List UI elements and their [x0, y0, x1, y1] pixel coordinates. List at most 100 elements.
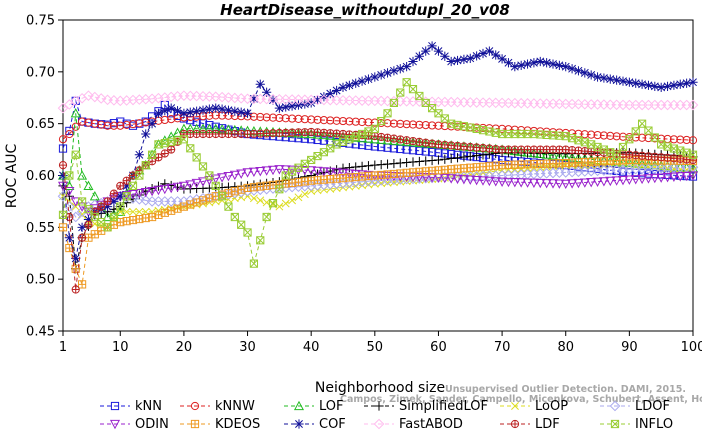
series-fastabod — [57, 90, 699, 114]
data-point-knnw — [357, 117, 367, 127]
data-point-cof — [516, 60, 526, 70]
data-point-fastabod — [687, 99, 699, 111]
data-point-knnw — [637, 133, 647, 142]
data-point-odin — [261, 166, 272, 176]
data-point-cof — [414, 51, 424, 61]
y-tick-label: 0.45 — [26, 325, 55, 340]
data-point-odin — [490, 177, 501, 187]
legend-item-cof: COF — [284, 417, 346, 432]
data-point-cof — [637, 79, 647, 89]
data-point-knn — [58, 144, 68, 153]
data-point-cof — [624, 77, 634, 87]
data-point-cof — [452, 55, 463, 66]
data-point-inflo — [109, 212, 119, 222]
data-point-odin — [337, 168, 349, 179]
data-point-odin — [681, 171, 692, 182]
data-point-fastabod — [64, 99, 75, 110]
data-point-lof — [306, 128, 317, 139]
legend-label: KDEOS — [215, 417, 260, 432]
legend-item-lof: LOF — [284, 399, 344, 414]
data-point-cof — [344, 80, 354, 90]
data-point-knnw — [313, 115, 322, 124]
data-point-knnw — [364, 118, 373, 127]
data-point-lof — [407, 137, 419, 147]
data-point-lof — [293, 128, 304, 138]
data-point-odin — [586, 178, 597, 188]
data-point-simplifiedlof — [344, 163, 354, 173]
legend-swatch-marker — [373, 418, 385, 430]
data-point-knnw — [256, 112, 265, 122]
data-point-knnw — [434, 121, 443, 130]
legend-swatch-marker — [190, 419, 200, 429]
data-point-cof — [370, 72, 380, 82]
data-point-odin — [331, 168, 342, 178]
data-point-knnw — [58, 135, 68, 144]
data-point-lof — [388, 135, 399, 145]
data-point-inflo — [141, 161, 150, 170]
y-tick-label: 0.75 — [26, 14, 55, 29]
data-point-knnw — [332, 116, 341, 125]
data-point-cof — [319, 92, 329, 102]
data-point-simplifiedlof — [440, 154, 450, 164]
data-point-lof — [395, 136, 406, 146]
legend-label: kNNW — [215, 399, 255, 414]
data-point-knnw — [103, 121, 112, 130]
data-point-odin — [452, 174, 463, 185]
data-point-loop — [294, 193, 303, 202]
data-point-odin — [172, 182, 183, 193]
data-point-odin — [573, 178, 584, 189]
data-point-cof — [293, 100, 304, 110]
data-point-odin — [350, 169, 361, 180]
data-point-cof — [83, 214, 94, 225]
data-point-knnw — [71, 122, 80, 131]
data-point-knnw — [612, 132, 621, 141]
x-tick-label: 40 — [303, 340, 320, 355]
data-point-cof — [274, 103, 284, 113]
data-point-cof — [402, 62, 412, 72]
data-point-inflo — [256, 236, 265, 245]
data-point-cof — [185, 107, 195, 117]
data-point-loop — [256, 196, 265, 205]
data-point-lof — [299, 128, 310, 138]
data-point-simplifiedlof — [459, 152, 469, 162]
data-point-lof — [331, 130, 342, 141]
data-point-inflo — [275, 185, 284, 194]
data-point-knnw — [351, 117, 360, 126]
data-point-inflo — [116, 202, 125, 211]
data-point-inflo — [396, 88, 405, 97]
data-point-knnw — [427, 121, 437, 130]
series-line-ldof — [62, 166, 694, 218]
data-point-inflo — [230, 212, 239, 222]
data-point-cof — [688, 77, 698, 87]
data-point-cof — [363, 74, 374, 84]
data-point-simplifiedlof — [389, 158, 399, 169]
y-tick-label: 0.60 — [26, 169, 55, 184]
data-point-lof — [382, 134, 393, 145]
data-point-cof — [262, 87, 272, 97]
data-point-fastabod — [102, 94, 113, 106]
data-point-inflo — [147, 150, 157, 159]
data-point-cof — [249, 94, 259, 104]
data-point-cof — [592, 72, 603, 82]
data-point-ldf — [97, 202, 106, 211]
data-point-odin — [592, 177, 603, 187]
legend-swatch-marker — [609, 400, 621, 412]
legend-label: LOF — [319, 399, 344, 414]
data-point-simplifiedlof — [465, 151, 475, 161]
x-axis-title: Neighborhood size — [315, 380, 445, 396]
data-point-lof — [337, 131, 349, 141]
data-point-knnw — [338, 116, 348, 126]
data-point-knnw — [268, 113, 278, 122]
data-point-cof — [325, 89, 335, 99]
data-point-odin — [312, 166, 323, 177]
data-point-simplifiedlof — [427, 155, 437, 166]
data-point-inflo — [192, 153, 201, 162]
data-point-inflo — [211, 181, 220, 190]
data-point-inflo — [618, 142, 628, 152]
data-point-inflo — [71, 150, 80, 159]
data-point-knnw — [370, 118, 379, 127]
x-tick-label: 80 — [557, 340, 574, 355]
data-point-cof — [166, 103, 176, 113]
x-tick-label: 30 — [239, 340, 256, 355]
data-point-knnw — [90, 119, 99, 128]
